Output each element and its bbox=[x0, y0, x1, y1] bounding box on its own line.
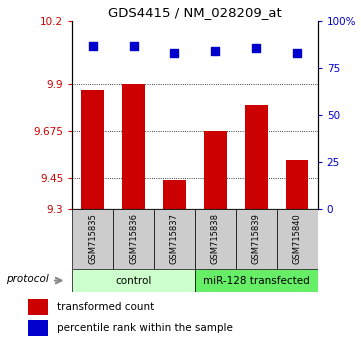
Bar bbox=[286, 160, 308, 209]
Text: GSM715837: GSM715837 bbox=[170, 213, 179, 264]
Bar bbox=[72, 209, 113, 269]
Text: control: control bbox=[116, 275, 152, 286]
Point bbox=[253, 45, 259, 50]
Bar bbox=[236, 209, 277, 269]
Text: protocol: protocol bbox=[6, 274, 48, 284]
Text: percentile rank within the sample: percentile rank within the sample bbox=[57, 323, 232, 333]
Text: GSM715836: GSM715836 bbox=[129, 213, 138, 264]
Point bbox=[213, 48, 218, 54]
Bar bbox=[28, 298, 48, 315]
Point bbox=[90, 43, 96, 48]
Text: GSM715835: GSM715835 bbox=[88, 213, 97, 264]
Point bbox=[294, 50, 300, 56]
Text: GSM715838: GSM715838 bbox=[211, 213, 220, 264]
Title: GDS4415 / NM_028209_at: GDS4415 / NM_028209_at bbox=[108, 6, 282, 19]
Bar bbox=[113, 209, 154, 269]
Text: miR-128 transfected: miR-128 transfected bbox=[203, 275, 310, 286]
Bar bbox=[195, 269, 318, 292]
Text: GSM715840: GSM715840 bbox=[293, 213, 302, 264]
Bar bbox=[72, 269, 195, 292]
Bar bbox=[245, 105, 268, 209]
Text: transformed count: transformed count bbox=[57, 302, 154, 312]
Bar bbox=[154, 209, 195, 269]
Bar bbox=[277, 209, 318, 269]
Bar bbox=[163, 180, 186, 209]
Bar bbox=[204, 131, 227, 209]
Text: GSM715839: GSM715839 bbox=[252, 213, 261, 264]
Bar bbox=[122, 84, 145, 209]
Bar bbox=[195, 209, 236, 269]
Bar bbox=[82, 90, 104, 209]
Point bbox=[171, 50, 177, 56]
Bar bbox=[28, 320, 48, 336]
Point bbox=[131, 43, 136, 48]
